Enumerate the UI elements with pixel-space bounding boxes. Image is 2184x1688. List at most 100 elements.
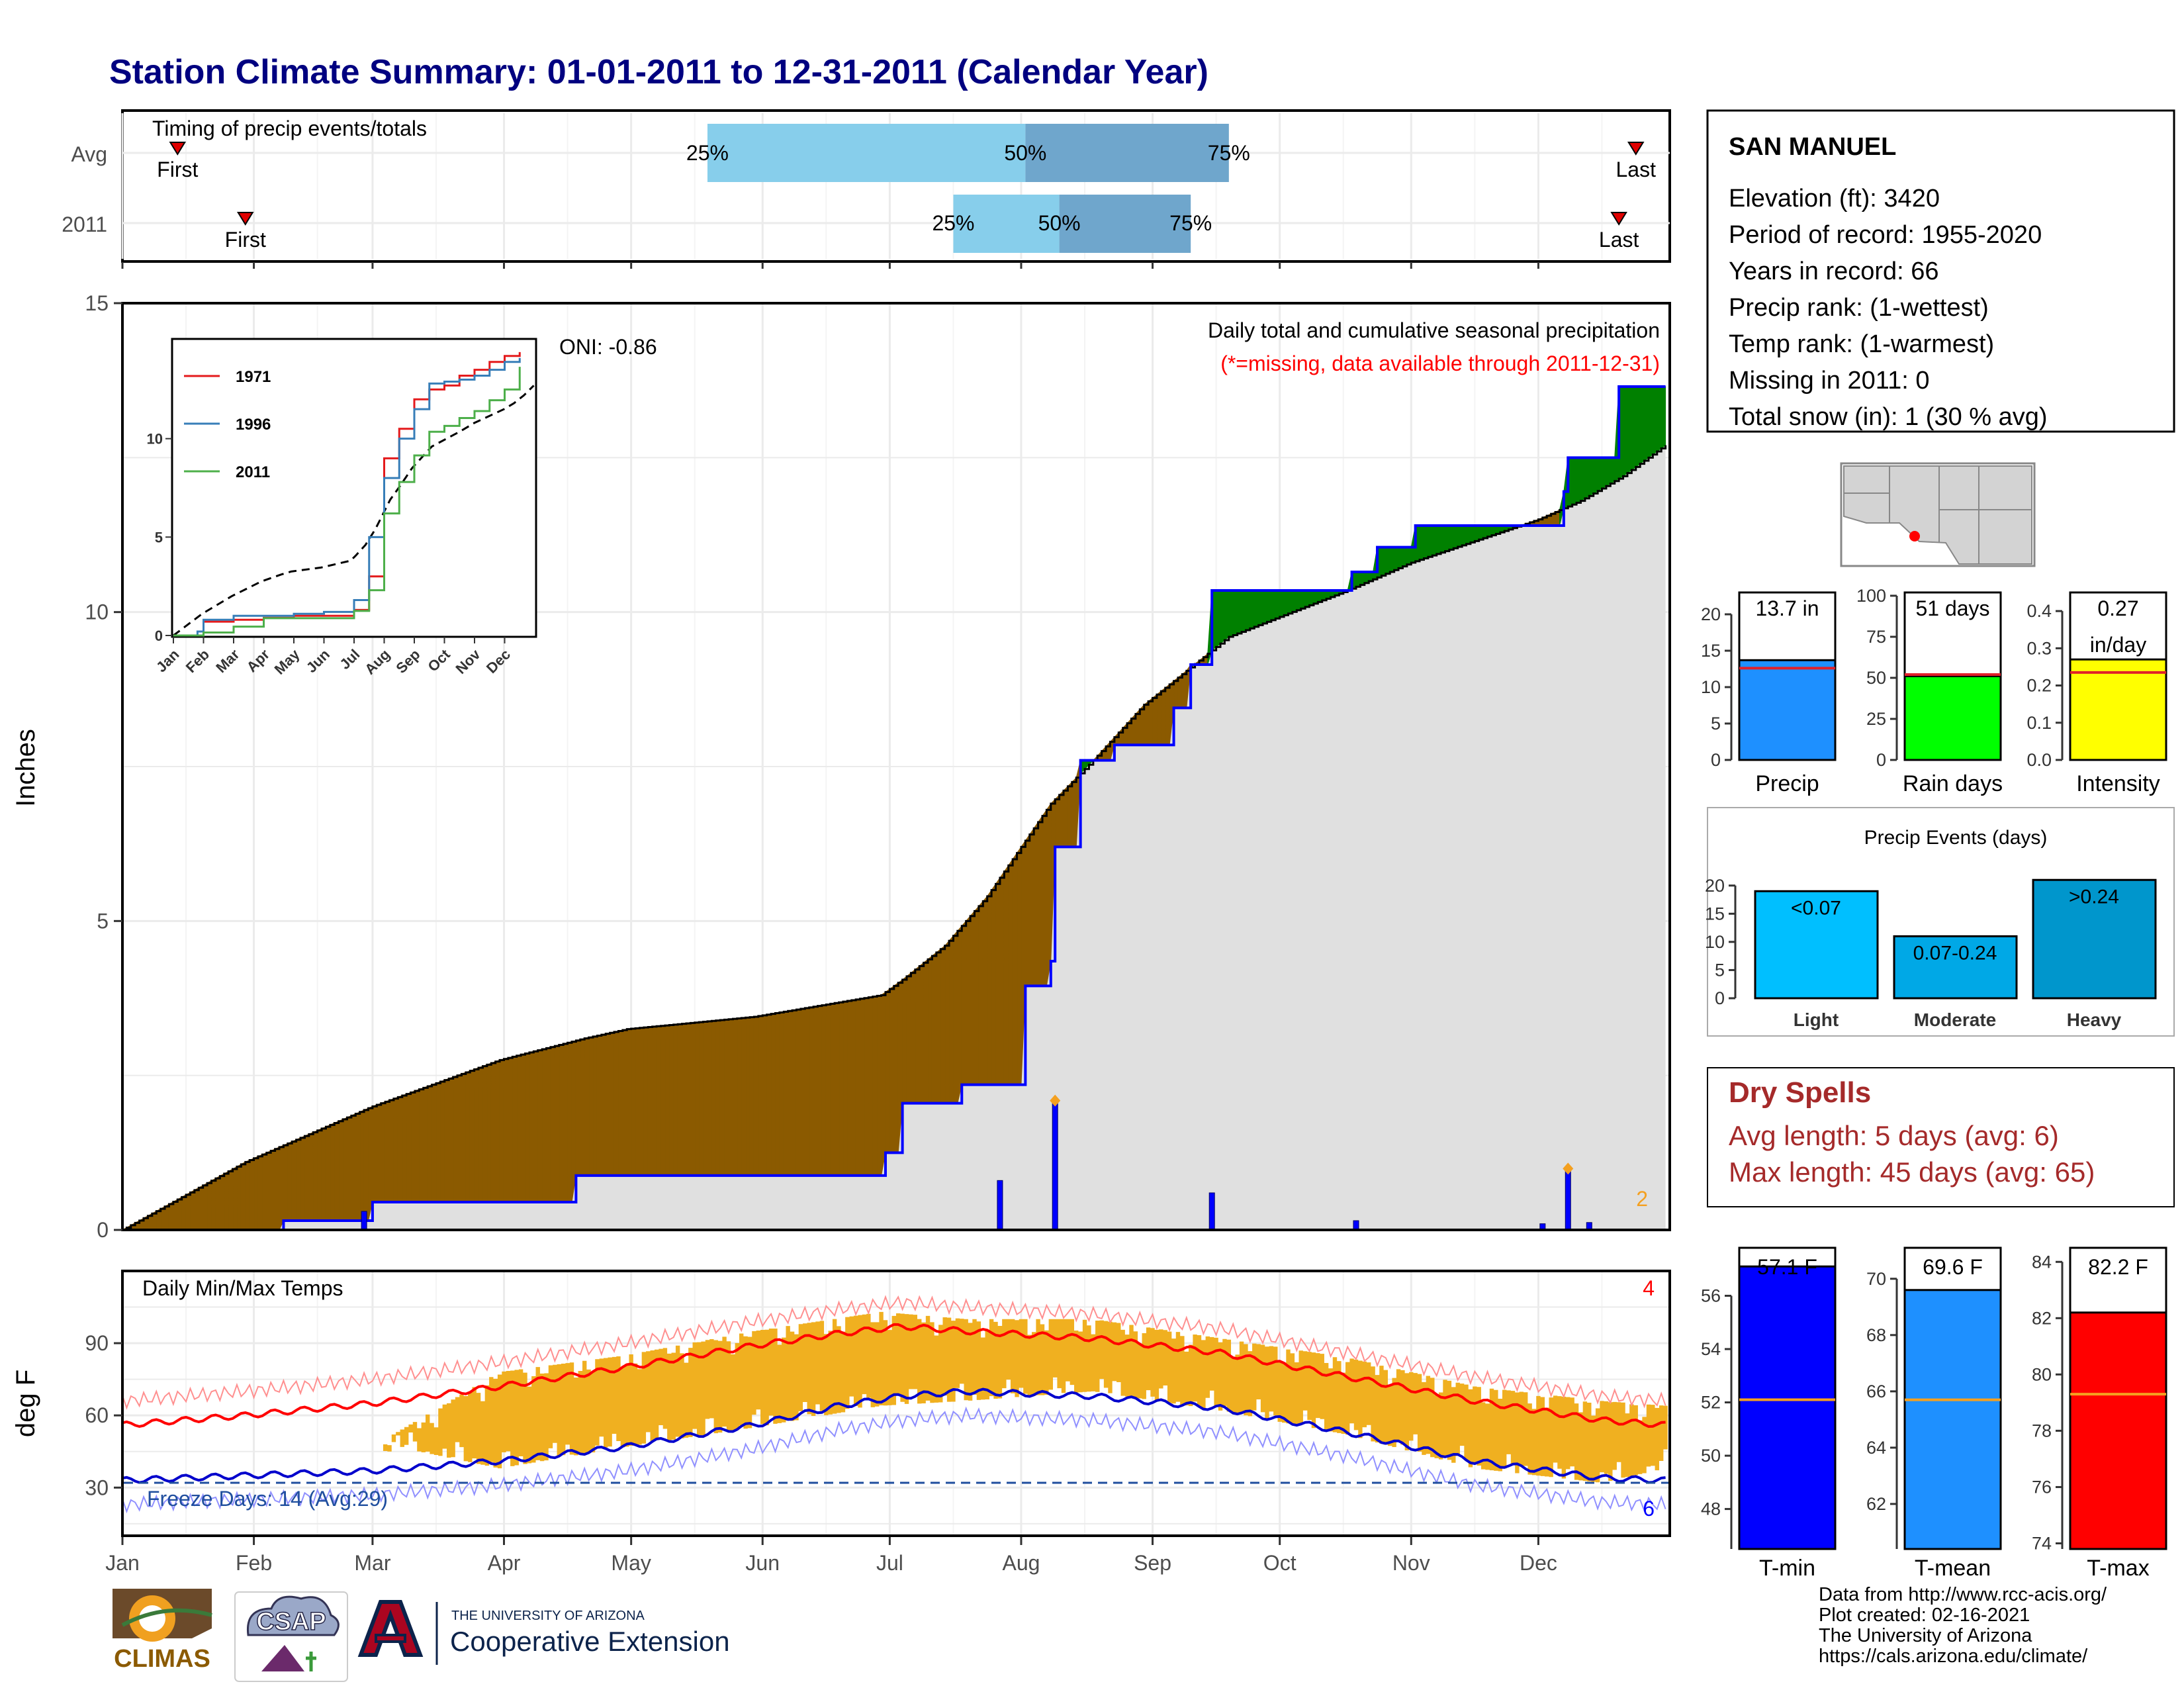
inset-series-1996 bbox=[173, 357, 521, 637]
timing-last-marker bbox=[1610, 212, 1627, 226]
precip-ytick-label: 10 bbox=[85, 600, 109, 624]
month-label: May bbox=[611, 1551, 651, 1575]
climas-logo-text: CLIMAS bbox=[114, 1645, 210, 1673]
temp-summary-value-text: 82.2 F bbox=[2088, 1255, 2148, 1279]
station-location-dot bbox=[1909, 531, 1920, 541]
temp-summary-value-text: 57.1 F bbox=[1757, 1255, 1817, 1279]
temp-summary-value-bar bbox=[1738, 1265, 1837, 1550]
timing-first-marker bbox=[169, 142, 187, 156]
inset-legend-label: 1996 bbox=[236, 416, 271, 434]
timing-last-label: Last bbox=[1616, 158, 1657, 181]
timing-p75-label: 75% bbox=[1208, 141, 1250, 165]
footer-line: https://cals.arizona.edu/climate/ bbox=[1819, 1646, 2088, 1667]
temp-summary-ytick-label: 50 bbox=[1701, 1446, 1721, 1466]
dry-spells-max: Max length: 45 days (avg: 65) bbox=[1729, 1156, 2095, 1188]
temp-panel-label: Daily Min/Max Temps bbox=[142, 1276, 343, 1300]
month-label: Aug bbox=[1002, 1551, 1040, 1575]
footer-line: The University of Arizona bbox=[1819, 1625, 2032, 1646]
month-label: Dec bbox=[1520, 1551, 1557, 1575]
events-bar-heavy bbox=[2032, 878, 2157, 1000]
summary-bar-value-unit: in/day bbox=[2090, 633, 2146, 657]
temp-summary-ytick-label: 52 bbox=[1701, 1393, 1721, 1413]
timing-first-label: First bbox=[157, 158, 198, 181]
summary-bar-value-text: 13.7 in bbox=[1755, 596, 1819, 620]
freeze-days-text: Freeze Days: 14 (Avg:29) bbox=[147, 1487, 388, 1511]
month-label: Oct bbox=[1263, 1551, 1297, 1575]
heavy-precip-marker bbox=[1050, 1094, 1061, 1107]
timing-row-2011-label: 2011 bbox=[62, 212, 107, 236]
inset-ytick-label: 5 bbox=[155, 529, 163, 545]
station-info-line: Precip rank: (1-wettest) bbox=[1729, 294, 1989, 322]
month-label: Jan bbox=[105, 1551, 140, 1575]
heavy-precip-marker bbox=[1563, 1162, 1574, 1175]
summary-ytick-label: 75 bbox=[1866, 627, 1886, 647]
university-of-arizona-logo: THE UNIVERSITY OF ARIZONA Cooperative Ex… bbox=[357, 1600, 730, 1665]
avg-tmax-line bbox=[122, 1323, 1666, 1429]
temp-summary-ytick-label: 76 bbox=[2032, 1477, 2052, 1497]
timing-q1-bar bbox=[953, 195, 1060, 253]
inset-series-2011 bbox=[173, 367, 521, 637]
precip-title-line1: Daily total and cumulative seasonal prec… bbox=[1208, 318, 1660, 342]
events-ytick-label: 20 bbox=[1705, 876, 1725, 896]
summary-ytick-label: 0.0 bbox=[2026, 750, 2052, 770]
map-state-borders bbox=[1844, 466, 2032, 564]
timing-first-label: First bbox=[225, 228, 266, 252]
timing-first-marker bbox=[236, 212, 254, 226]
daily-precip-bar bbox=[997, 1180, 1003, 1231]
month-axis: Jan Feb Mar Apr May Jun Jul Aug Sep Oct Nov Dec bbox=[105, 262, 1557, 1575]
station-info-line: Missing in 2011: 0 bbox=[1729, 367, 1929, 395]
daily-temp-range-bars bbox=[383, 1311, 1668, 1483]
events-bar-moderate bbox=[1893, 935, 2018, 1000]
ua-big-text: Cooperative Extension bbox=[450, 1626, 730, 1657]
dry-spells-box: Dry Spells Avg length: 5 days (avg: 6) M… bbox=[1707, 1067, 2175, 1207]
events-bar-range: 0.07-0.24 bbox=[1913, 942, 1997, 964]
daily-precip-bar bbox=[1052, 1103, 1058, 1231]
events-bar-label: Moderate bbox=[1914, 1009, 1996, 1030]
summary-ytick-label: 50 bbox=[1866, 668, 1886, 688]
precip-missing-count: 2 bbox=[1636, 1187, 1648, 1211]
events-bar-label: Light bbox=[1794, 1009, 1839, 1030]
ua-small-text: THE UNIVERSITY OF ARIZONA bbox=[451, 1609, 645, 1623]
cumulative-fill bbox=[122, 445, 1666, 1230]
summary-bar-value bbox=[2069, 658, 2167, 761]
timing-p75-label: 75% bbox=[1169, 211, 1212, 235]
timing-p50-label: 50% bbox=[1038, 211, 1081, 235]
locator-map bbox=[1840, 462, 2036, 567]
month-label: Apr bbox=[488, 1551, 521, 1575]
timing-row-avg-label: Avg bbox=[71, 142, 107, 166]
timing-q2-bar bbox=[1059, 195, 1191, 253]
station-info-line: Total snow (in): 1 (30 % avg) bbox=[1729, 403, 2048, 431]
station-info-line: Temp rank: (1-warmest) bbox=[1729, 330, 1994, 358]
record-low-line bbox=[122, 1406, 1666, 1514]
summary-ytick-label: 0.2 bbox=[2026, 676, 2052, 696]
month-label: Jul bbox=[876, 1551, 903, 1575]
events-bar-light bbox=[1754, 890, 1879, 1000]
temp-summary-ytick-label: 68 bbox=[1866, 1325, 1886, 1345]
temp-summary-label: T-mean bbox=[1915, 1556, 1991, 1581]
temp-panel: 30 60 90 deg F Daily Min/Max Temps Freeze … bbox=[11, 1270, 1671, 1537]
summary-ytick-label: 0.4 bbox=[2026, 601, 2052, 621]
temp-summary-label: T-min bbox=[1759, 1556, 1815, 1581]
summary-ytick-label: 0.1 bbox=[2026, 713, 2052, 733]
precip-ytick-label: 5 bbox=[97, 909, 109, 933]
temp-summary-ytick-label: 54 bbox=[1701, 1339, 1721, 1359]
climas-logo: CLIMAS bbox=[113, 1589, 212, 1673]
temp-summary-value-bar bbox=[2069, 1311, 2167, 1550]
summary-bar-label: Precip bbox=[1755, 771, 1819, 796]
daily-precip-bar bbox=[1208, 1192, 1215, 1231]
summary-bar-value-text: 0.27 bbox=[2097, 596, 2138, 620]
timing-label: Timing of precip events/totals bbox=[152, 117, 427, 140]
temp-summary-ytick-label: 80 bbox=[2032, 1364, 2052, 1384]
events-bar-range: <0.07 bbox=[1791, 897, 1841, 919]
avg-cumulative-line bbox=[122, 445, 1667, 1231]
timing-q2-bar bbox=[1025, 124, 1229, 182]
temp-summary-ytick-label: 64 bbox=[1866, 1438, 1886, 1458]
dry-spells-avg: Avg length: 5 days (avg: 6) bbox=[1729, 1120, 2059, 1151]
temp-summary-label: T-max bbox=[2087, 1556, 2149, 1581]
summary-bar-label: Rain days bbox=[1903, 771, 2003, 796]
daily-precip-bar bbox=[361, 1211, 367, 1231]
month-label: Mar bbox=[354, 1551, 390, 1575]
events-ytick-label: 15 bbox=[1705, 904, 1725, 923]
timing-p50-label: 50% bbox=[1004, 141, 1046, 165]
